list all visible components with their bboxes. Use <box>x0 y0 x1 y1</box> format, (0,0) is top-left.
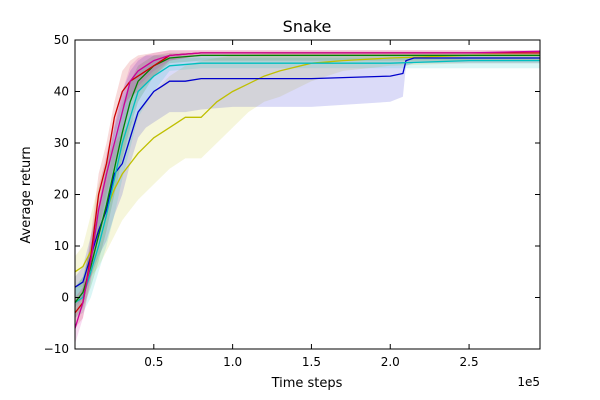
y-tick-label: 0 <box>61 291 69 305</box>
x-tick-label: 2.5 <box>460 355 479 369</box>
y-tick-label: 30 <box>54 136 69 150</box>
band-yellow <box>75 52 540 288</box>
x-tick-label: 1.5 <box>302 355 321 369</box>
y-axis-label: Average return <box>19 146 34 243</box>
line-cyan <box>75 59 540 304</box>
x-tick-label: 2.0 <box>381 355 400 369</box>
x-axis-label: Time steps <box>271 376 343 391</box>
line-magenta <box>75 50 540 329</box>
y-tick-label: 10 <box>54 239 69 253</box>
y-tick-label: 50 <box>54 33 69 47</box>
band-blue <box>75 55 540 308</box>
line-green <box>75 54 540 303</box>
x-tick-label: 0.5 <box>144 355 163 369</box>
x-axis-scale-label: 1e5 <box>517 375 540 389</box>
y-tick-label: 20 <box>54 188 69 202</box>
confidence-bands <box>75 50 540 344</box>
band-red <box>75 50 540 329</box>
x-tick-label: 1.0 <box>223 355 242 369</box>
series-lines <box>75 50 540 329</box>
y-tick-label: 40 <box>54 85 69 99</box>
chart-title: Snake <box>283 17 332 36</box>
y-tick-label: −10 <box>44 342 69 356</box>
axis-ticks: 0.5 1.0 1.5 2.0 2.5 −10 0 10 20 30 40 50 <box>44 33 540 369</box>
